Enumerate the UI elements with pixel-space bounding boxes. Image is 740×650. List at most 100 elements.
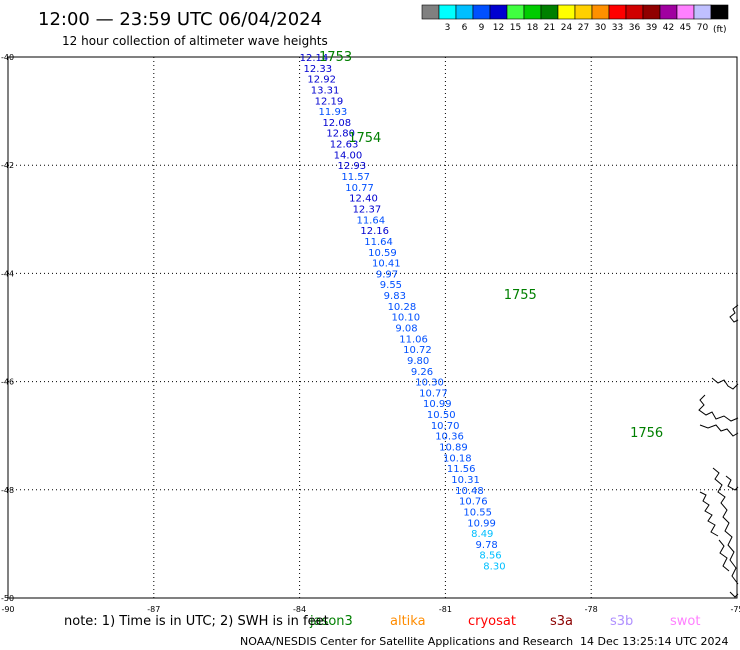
wave-height-point: 11.06 [399, 334, 428, 345]
satellite-legend-cryosat: cryosat [468, 614, 516, 629]
wave-height-point: 12.19 [315, 96, 344, 107]
wave-height-point: 9.55 [380, 280, 402, 291]
grid-lines [8, 57, 737, 598]
wave-height-point: 11.93 [319, 107, 348, 118]
wave-height-point: 9.80 [407, 356, 429, 367]
wave-height-point: 12.08 [322, 118, 351, 129]
satellite-legend-s3b: s3b [610, 614, 633, 629]
wave-height-point: 8.30 [483, 562, 505, 573]
pass-labels: 1753 1754 1755 1756 [319, 50, 663, 441]
pass-number-label: 1756 [630, 426, 663, 441]
colorbar-swatch [472, 4, 491, 20]
colorbar-tick-label: 42 [663, 23, 674, 33]
x-tick-label: -81 [439, 605, 452, 614]
colorbar-tick-label: 15 [510, 23, 521, 33]
wave-height-point: 10.70 [431, 421, 460, 432]
wave-height-point: 10.31 [451, 475, 480, 486]
wave-height-point: 10.36 [435, 432, 464, 443]
colorbar-tick-label: 70 [697, 23, 709, 33]
y-tick-label: -48 [1, 486, 14, 495]
x-tick-label: -84 [293, 605, 306, 614]
wave-height-point: 10.99 [423, 399, 452, 410]
wave-height-point: 10.41 [372, 259, 401, 270]
wave-height-point: 10.72 [403, 345, 432, 356]
wave-height-point: 12.37 [353, 204, 382, 215]
y-tick-label: -50 [1, 594, 14, 603]
colorbar-swatch [523, 4, 542, 20]
wave-height-point: 11.57 [341, 172, 370, 183]
wave-height-point: 10.48 [455, 486, 484, 497]
wave-height-point: 12.14 [300, 53, 329, 64]
colorbar-unit: (ft) [713, 25, 727, 35]
wave-height-point: 12.33 [303, 64, 332, 75]
wave-height-point: 10.50 [427, 410, 456, 421]
y-tick-label: -40 [1, 53, 14, 62]
footer-note: note: 1) Time is in UTC; 2) SWH is in fe… [64, 614, 329, 629]
wave-height-point: 11.64 [364, 237, 393, 248]
colorbar-swatch [438, 4, 457, 20]
wave-height-point: 10.10 [391, 313, 420, 324]
wave-height-point: 9.08 [395, 324, 417, 335]
colorbar-tick-label: 6 [462, 23, 468, 33]
chart-title: 12:00 — 23:59 UTC 06/04/2024 [38, 9, 322, 30]
colorbar-tick-label: 39 [646, 23, 658, 33]
colorbar-tick-label: 27 [578, 23, 589, 33]
wave-height-point: 9.78 [476, 540, 498, 551]
axis-tick-labels: -90 -87 -84 -81 -78 -75 -40 -42 -44 -46 -48 -50 [1, 53, 740, 614]
colorbar-swatch [489, 4, 508, 20]
wave-height-point: 13.31 [311, 85, 340, 96]
plot-frame [7, 56, 738, 599]
colorbar-tick-label: 3 [445, 23, 451, 33]
plot-area: 12.1412.3312.9213.3112.1911.9312.0812.80… [7, 50, 739, 599]
colorbar-swatch [693, 4, 712, 20]
data-points: 12.1412.3312.9213.3112.1911.9312.0812.80… [300, 53, 506, 573]
colorbar-swatch [676, 4, 695, 20]
wave-height-point: 12.63 [330, 140, 359, 151]
colorbar-tick-label: 18 [527, 23, 539, 33]
colorbar-tick-label: 45 [680, 23, 691, 33]
footer-timestamp: 14 Dec 13:25:14 UTC 2024 [580, 635, 728, 648]
footer-credit: NOAA/NESDIS Center for Satellite Applica… [240, 635, 573, 648]
wave-height-point: 11.56 [447, 464, 476, 475]
colorbar-swatch [557, 4, 576, 20]
wave-height-point: 10.55 [463, 507, 492, 518]
wave-height-point: 9.83 [384, 291, 406, 302]
pass-number-label: 1753 [319, 50, 352, 65]
wave-height-point: 14.00 [334, 150, 363, 161]
colorbar-swatch [625, 4, 644, 20]
colorbar-swatch [659, 4, 678, 20]
colorbar-swatch [642, 4, 661, 20]
colorbar-tick-label: 30 [595, 23, 607, 33]
wave-height-point: 10.30 [415, 378, 444, 389]
wave-height-point: 9.97 [376, 269, 398, 280]
colorbar-tick-label: 21 [544, 23, 555, 33]
colorbar-tick-label: 9 [479, 23, 485, 33]
wave-height-point: 12.80 [326, 129, 355, 140]
wave-height-point: 10.76 [459, 497, 488, 508]
satellite-legend-altika: altika [390, 614, 426, 629]
pass-number-label: 1755 [504, 288, 537, 303]
colorbar: 3 6 9 12 15 18 21 24 27 30 33 36 39 42 45 70 [421, 4, 729, 33]
colorbar-swatch [608, 4, 627, 20]
colorbar-swatch [455, 4, 474, 20]
coastline [698, 304, 739, 598]
y-tick-label: -46 [1, 378, 14, 387]
colorbar-swatch [574, 4, 593, 20]
wave-height-point: 8.49 [471, 529, 493, 540]
colorbar-tick-label: 12 [493, 23, 504, 33]
wave-height-point: 10.18 [443, 453, 472, 464]
wave-height-point: 10.99 [467, 518, 496, 529]
colorbar-swatch [421, 4, 440, 20]
wave-height-point: 11.64 [356, 215, 385, 226]
colorbar-swatch [710, 4, 729, 20]
y-tick-label: -42 [1, 161, 14, 170]
wave-height-point: 12.93 [338, 161, 367, 172]
x-tick-label: -90 [1, 605, 14, 614]
x-tick-label: -87 [147, 605, 160, 614]
satellite-legend-swot: swot [670, 614, 700, 629]
colorbar-swatch [540, 4, 559, 20]
wave-height-point: 12.92 [307, 75, 336, 86]
wave-height-point: 10.28 [388, 302, 417, 313]
x-tick-label: -78 [585, 605, 598, 614]
